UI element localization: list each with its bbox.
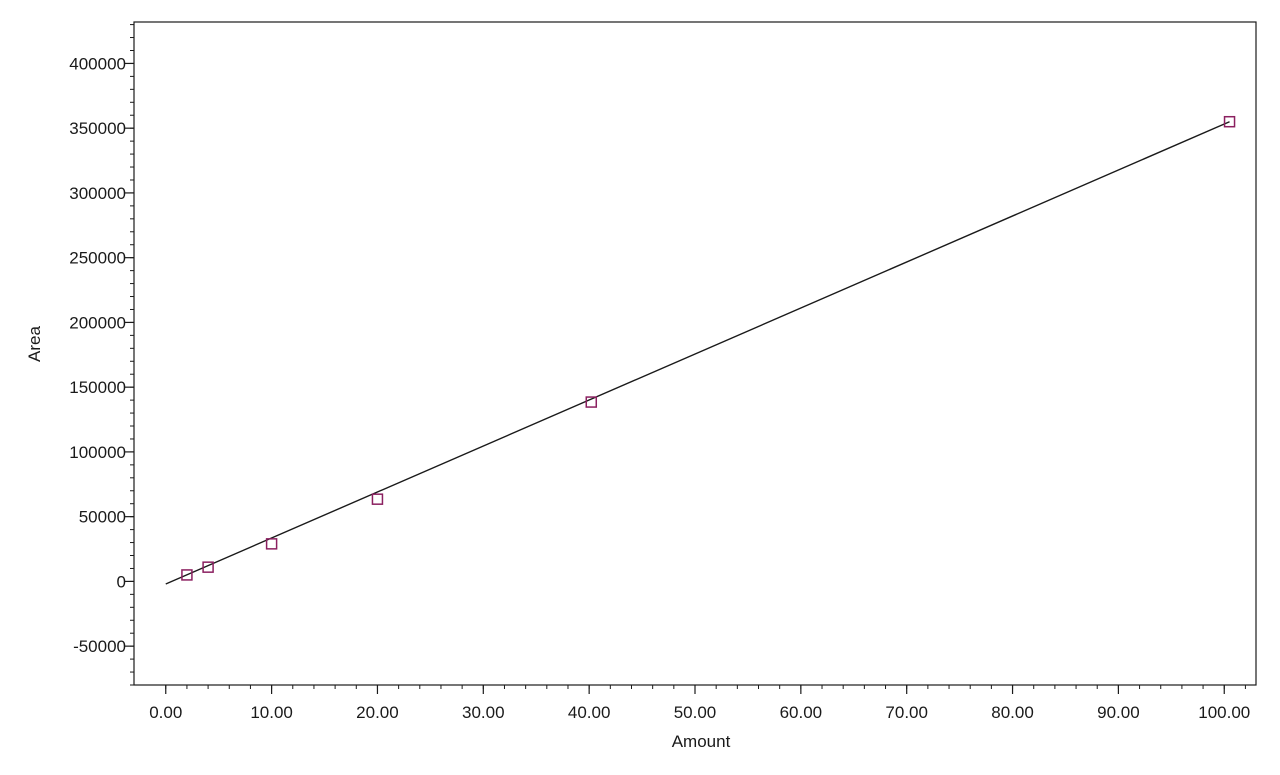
y-axis: -50000 0 50000 100000 150000 200000 250000 3000… bbox=[69, 24, 134, 686]
x-tick-label: 20.00 bbox=[356, 703, 399, 722]
x-tick-label: 50.00 bbox=[674, 703, 717, 722]
x-tick-label: 40.00 bbox=[568, 703, 611, 722]
y-tick-label: 200000 bbox=[69, 313, 126, 332]
data-points bbox=[181, 115, 1236, 581]
x-tick-label: 0.00 bbox=[149, 703, 182, 722]
data-point bbox=[1223, 115, 1236, 128]
x-tick-label: 70.00 bbox=[885, 703, 928, 722]
data-point bbox=[371, 493, 384, 505]
y-tick-label: 400000 bbox=[69, 54, 126, 73]
data-point bbox=[265, 538, 278, 550]
x-axis: 0.00 10.00 20.00 30.00 40.00 50.00 60.00 70.00 8… bbox=[149, 685, 1250, 722]
regression-line-group bbox=[165, 121, 1230, 585]
y-axis-title: Area bbox=[25, 326, 44, 362]
y-tick-label: 150000 bbox=[69, 378, 126, 397]
x-tick-label: 100.00 bbox=[1198, 703, 1250, 722]
y-tick-label: 300000 bbox=[69, 184, 126, 203]
data-point bbox=[585, 396, 598, 408]
y-tick-label: 250000 bbox=[69, 249, 126, 268]
y-tick-label: -50000 bbox=[73, 637, 126, 656]
y-tick-label: 50000 bbox=[79, 508, 126, 527]
x-tick-label: 30.00 bbox=[462, 703, 505, 722]
regression-line bbox=[165, 121, 1230, 585]
x-tick-label: 90.00 bbox=[1097, 703, 1140, 722]
x-axis-title: Amount bbox=[672, 732, 731, 751]
x-tick-label: 80.00 bbox=[991, 703, 1034, 722]
y-tick-label: 350000 bbox=[69, 119, 126, 138]
data-point bbox=[202, 561, 214, 573]
y-tick-label: 0 bbox=[117, 572, 126, 591]
x-tick-label: 60.00 bbox=[780, 703, 823, 722]
data-point bbox=[181, 569, 193, 581]
y-tick-label: 100000 bbox=[69, 443, 126, 462]
x-tick-label: 10.00 bbox=[250, 703, 293, 722]
